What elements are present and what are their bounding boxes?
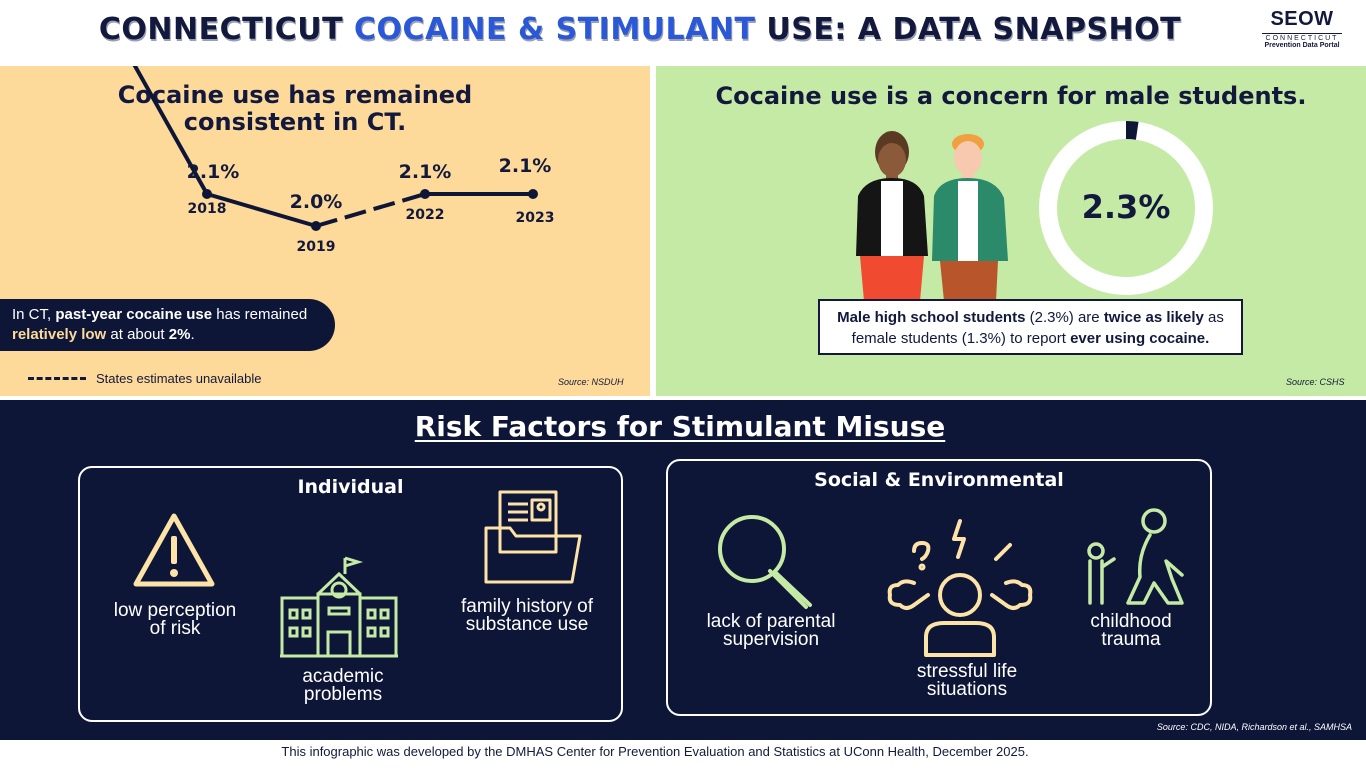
callout-text-2: has remained <box>212 306 308 323</box>
gender-note: Male high school students (2.3%) are twi… <box>818 299 1243 355</box>
donut-label: 2.3% <box>1081 188 1171 226</box>
trend-line-segment <box>132 66 209 195</box>
note-text-1: (2.3%) are <box>1025 309 1104 326</box>
trend-point-2022 <box>420 189 430 199</box>
gender-source: Source: CSHS <box>1286 377 1345 387</box>
logo-sub: CONNECTICUT <box>1262 33 1342 42</box>
factor-parental-supervision: lack of parental supervision <box>686 611 856 650</box>
trend-panel: Cocaine use has remained consistent in C… <box>0 66 650 396</box>
factor-label-line2: trauma <box>1101 629 1161 650</box>
trend-value-label-2022: 2.1% <box>399 161 452 183</box>
students-illustration-icon <box>856 131 1008 301</box>
trend-point-2023 <box>528 189 538 199</box>
factor-label-line1: childhood <box>1090 611 1172 632</box>
legend-dash-swatch <box>28 377 86 380</box>
trend-year-label-2019: 2019 <box>297 239 336 255</box>
callout-bold: past-year cocaine use <box>55 306 213 323</box>
seow-logo: SEOW CONNECTICUT Prevention Data Portal <box>1252 8 1352 49</box>
logo-main: SEOW <box>1270 8 1334 30</box>
header: CONNECTICUT COCAINE & STIMULANT USE: A D… <box>0 0 1366 66</box>
factor-label-line2: substance use <box>465 614 589 635</box>
callout-text-4: . <box>190 326 195 343</box>
trend-title-line1: Cocaine use has remained <box>117 81 473 109</box>
footer-credit: This infographic was developed by the DM… <box>281 744 1029 759</box>
individual-box: Individual low perception of risk <box>78 466 623 722</box>
donut-value-arc <box>1039 121 1213 295</box>
trend-year-label-2023: 2023 <box>516 210 555 226</box>
risk-source: Source: CDC, NIDA, Richardson et al., SA… <box>1156 722 1352 732</box>
callout-text-3: at about <box>106 326 169 343</box>
warning-icon <box>133 513 215 587</box>
trend-value-label-2019: 2.0% <box>290 191 343 213</box>
trend-point-2018 <box>202 189 212 199</box>
legend-label: States estimates unavailable <box>96 371 262 386</box>
factor-label-line2: supervision <box>722 629 820 650</box>
factor-family-history: family history of substance use <box>442 596 612 635</box>
trend-line-segment <box>206 192 317 228</box>
title-accent: COCAINE & STIMULANT <box>354 12 756 47</box>
gender-panel: Cocaine use is a concern for male studen… <box>656 66 1366 396</box>
trend-callout: In CT, past-year cocaine use has remaine… <box>0 299 335 351</box>
donut-chart <box>1039 121 1213 295</box>
callout-value: 2% <box>168 326 191 343</box>
family-folder-icon <box>484 490 582 584</box>
trend-value-label-2018: 2.1% <box>187 161 240 183</box>
factor-label-line1: stressful life <box>916 661 1018 682</box>
trend-title-line2: consistent in CT. <box>183 108 407 136</box>
factor-label-line1: lack of parental <box>706 611 836 632</box>
social-title: Social & Environmental <box>814 469 1064 491</box>
chart-legend: States estimates unavailable <box>28 371 261 386</box>
trend-value-label-2023: 2.1% <box>499 155 552 177</box>
magnifying-glass-icon <box>718 515 812 609</box>
stressed-person-icon <box>887 519 1033 657</box>
title-suffix: USE: A DATA SNAPSHOT <box>755 12 1182 47</box>
factor-stressful-life: stressful life situations <box>882 661 1052 700</box>
gender-panel-title: Cocaine use is a concern for male studen… <box>715 82 1307 110</box>
factor-childhood-trauma: childhood trauma <box>1046 611 1216 650</box>
trend-point-2019 <box>311 221 321 231</box>
factor-low-perception: low perception of risk <box>90 600 260 639</box>
factor-label-line1: family history of <box>461 596 593 617</box>
note-bold-3: ever using cocaine. <box>1070 330 1210 347</box>
note-text-2: as female students (1.3%) to report <box>851 309 1224 347</box>
callout-text-1: In CT, <box>12 306 56 323</box>
title-prefix: CONNECTICUT <box>98 12 355 47</box>
trend-year-label-2022: 2022 <box>406 207 445 223</box>
risk-title: Risk Factors for Stimulant Misuse <box>414 410 946 443</box>
risk-factors-section: Risk Factors for Stimulant Misuse Indivi… <box>0 400 1366 740</box>
school-building-icon <box>280 556 398 658</box>
note-bold-1: Male high school students <box>837 309 1026 326</box>
callout-highlight: relatively low <box>12 326 107 343</box>
trend-source: Source: NSDUH <box>558 377 624 387</box>
trend-year-label-2018: 2018 <box>188 201 227 217</box>
childhood-trauma-icon <box>1087 508 1184 605</box>
logo-tag: Prevention Data Portal <box>1264 42 1340 49</box>
factor-academic-problems: academic problems <box>258 666 428 705</box>
individual-title: Individual <box>297 476 404 498</box>
trend-panel-title: Cocaine use has remained consistent in C… <box>85 82 505 136</box>
factor-label-line1: academic <box>302 666 384 687</box>
factor-label-line2: situations <box>926 679 1008 700</box>
note-bold-2: twice as likely <box>1103 309 1204 326</box>
trend-gap-segment <box>315 192 426 228</box>
social-environmental-box: Social & Environmental lack of parental … <box>666 459 1212 716</box>
factor-label-line2: problems <box>303 684 383 705</box>
factor-label-line1: low perception <box>113 600 237 621</box>
factor-label-line2: of risk <box>149 618 201 639</box>
page-title: CONNECTICUT COCAINE & STIMULANT USE: A D… <box>0 12 1280 47</box>
